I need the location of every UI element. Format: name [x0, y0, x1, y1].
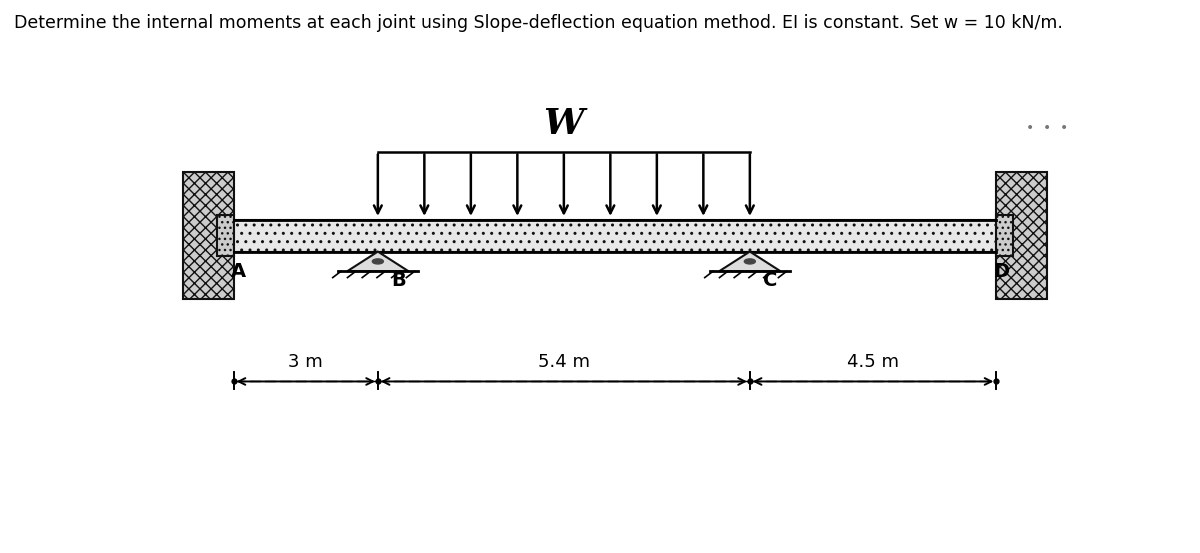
Text: B: B	[391, 271, 406, 290]
Text: 5.4 m: 5.4 m	[538, 353, 590, 371]
Bar	[234, 220, 996, 252]
Circle shape	[372, 259, 383, 264]
Text: W: W	[544, 107, 584, 141]
Text: 4.5 m: 4.5 m	[847, 353, 899, 371]
Circle shape	[744, 259, 755, 264]
Bar	[996, 215, 1013, 257]
Text: D: D	[992, 262, 1009, 281]
Polygon shape	[719, 252, 780, 272]
Bar	[996, 172, 1048, 300]
Text: A: A	[230, 262, 246, 281]
Polygon shape	[347, 252, 408, 272]
Bar	[217, 215, 234, 257]
Bar	[182, 172, 234, 300]
Text: 3 m: 3 m	[288, 353, 323, 371]
Text: •  •  •: • • •	[1026, 121, 1068, 135]
Text: C: C	[763, 271, 778, 290]
Text: Determine the internal moments at each joint using Slope-deflection equation met: Determine the internal moments at each j…	[14, 14, 1063, 32]
